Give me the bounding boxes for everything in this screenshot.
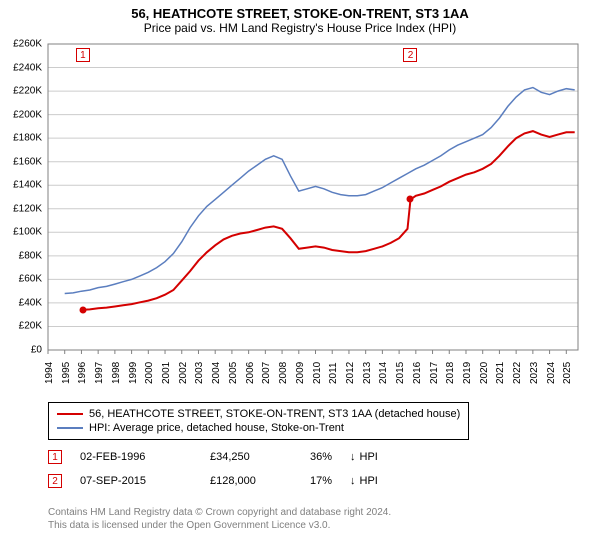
- x-tick-label: 1994: [44, 362, 55, 384]
- transaction-row: 1 02-FEB-1996£34,25036%↓ HPI: [48, 450, 378, 464]
- y-tick-label: £60K: [0, 274, 42, 285]
- x-tick-label: 2024: [546, 362, 557, 384]
- legend-item-hpi: HPI: Average price, detached house, Stok…: [57, 421, 460, 435]
- x-tick-label: 2006: [245, 362, 256, 384]
- x-tick-label: 2020: [479, 362, 490, 384]
- copyright-line: Contains HM Land Registry data © Crown c…: [48, 506, 391, 519]
- x-tick-label: 2004: [211, 362, 222, 384]
- transaction-vs: HPI: [360, 451, 378, 463]
- x-tick-label: 1999: [128, 362, 139, 384]
- y-tick-label: £80K: [0, 250, 42, 261]
- x-tick-label: 2000: [144, 362, 155, 384]
- transaction-marker-icon: 1: [48, 450, 62, 464]
- legend-item-property: 56, HEATHCOTE STREET, STOKE-ON-TRENT, ST…: [57, 407, 460, 421]
- y-tick-label: £200K: [0, 109, 42, 120]
- x-tick-label: 2010: [312, 362, 323, 384]
- y-tick-label: £160K: [0, 156, 42, 167]
- transaction-vs: HPI: [360, 475, 378, 487]
- y-tick-label: £0: [0, 345, 42, 356]
- x-tick-label: 2002: [178, 362, 189, 384]
- transaction-price: £128,000: [210, 475, 310, 487]
- x-tick-label: 2021: [495, 362, 506, 384]
- transaction-pct: 17%: [310, 475, 350, 487]
- x-tick-label: 2003: [194, 362, 205, 384]
- x-tick-label: 2013: [362, 362, 373, 384]
- y-tick-label: £120K: [0, 203, 42, 214]
- transaction-pct: 36%: [310, 451, 350, 463]
- transaction-point: [407, 196, 414, 203]
- x-tick-label: 2005: [228, 362, 239, 384]
- transaction-price: £34,250: [210, 451, 310, 463]
- legend-swatch: [57, 427, 83, 429]
- y-tick-label: £140K: [0, 180, 42, 191]
- x-tick-label: 1997: [94, 362, 105, 384]
- x-tick-label: 2001: [161, 362, 172, 384]
- transaction-marker-box: 2: [403, 48, 417, 62]
- y-tick-label: £260K: [0, 39, 42, 50]
- y-tick-label: £180K: [0, 133, 42, 144]
- price-chart: [0, 0, 600, 400]
- x-tick-label: 2012: [345, 362, 356, 384]
- y-tick-label: £220K: [0, 86, 42, 97]
- x-tick-label: 2008: [278, 362, 289, 384]
- y-tick-label: £40K: [0, 297, 42, 308]
- x-tick-label: 1998: [111, 362, 122, 384]
- transaction-point: [79, 306, 86, 313]
- transaction-date: 07-SEP-2015: [80, 475, 210, 487]
- x-tick-label: 1995: [61, 362, 72, 384]
- x-tick-label: 2023: [529, 362, 540, 384]
- transaction-marker-box: 1: [76, 48, 90, 62]
- chart-container: { "header": { "title": "56, HEATHCOTE ST…: [0, 0, 600, 560]
- transaction-row: 2 07-SEP-2015£128,00017%↓ HPI: [48, 474, 378, 488]
- legend-label: HPI: Average price, detached house, Stok…: [89, 422, 344, 434]
- x-tick-label: 2017: [429, 362, 440, 384]
- x-tick-label: 1996: [77, 362, 88, 384]
- transaction-marker-icon: 2: [48, 474, 62, 488]
- x-tick-label: 2011: [328, 362, 339, 384]
- transaction-date: 02-FEB-1996: [80, 451, 210, 463]
- x-tick-label: 2014: [378, 362, 389, 384]
- arrow-down-icon: ↓: [350, 475, 356, 487]
- y-tick-label: £100K: [0, 227, 42, 238]
- copyright-notice: Contains HM Land Registry data © Crown c…: [48, 506, 391, 532]
- y-tick-label: £20K: [0, 321, 42, 332]
- copyright-line: This data is licensed under the Open Gov…: [48, 519, 391, 532]
- y-tick-label: £240K: [0, 62, 42, 73]
- x-tick-label: 2016: [412, 362, 423, 384]
- x-tick-label: 2025: [562, 362, 573, 384]
- x-tick-label: 2018: [445, 362, 456, 384]
- legend-label: 56, HEATHCOTE STREET, STOKE-ON-TRENT, ST…: [89, 408, 460, 420]
- x-tick-label: 2007: [261, 362, 272, 384]
- x-tick-label: 2022: [512, 362, 523, 384]
- arrow-down-icon: ↓: [350, 451, 356, 463]
- x-tick-label: 2015: [395, 362, 406, 384]
- legend: 56, HEATHCOTE STREET, STOKE-ON-TRENT, ST…: [48, 402, 469, 440]
- x-tick-label: 2009: [295, 362, 306, 384]
- legend-swatch: [57, 413, 83, 415]
- x-tick-label: 2019: [462, 362, 473, 384]
